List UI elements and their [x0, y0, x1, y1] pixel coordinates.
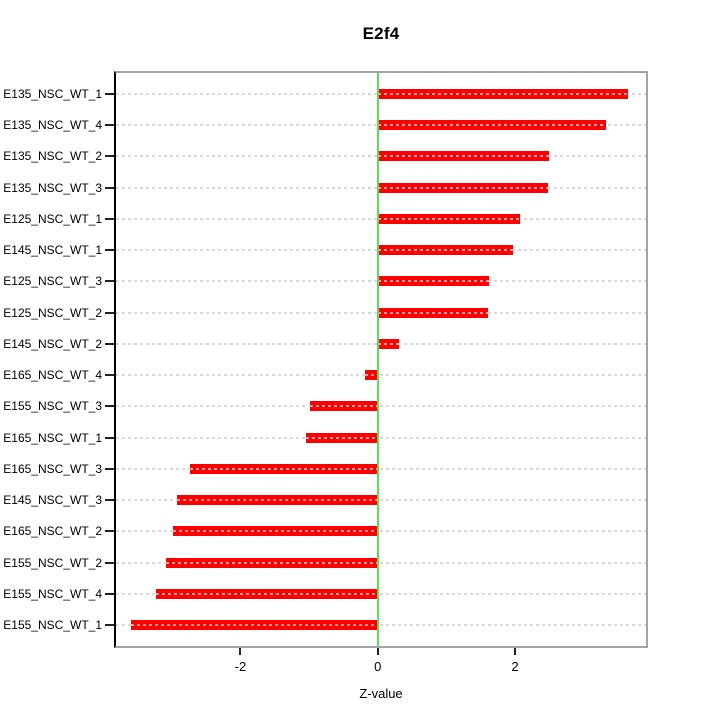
bar — [166, 557, 379, 568]
bar — [131, 620, 379, 631]
y-axis-tick — [105, 342, 114, 345]
bar — [377, 151, 550, 162]
y-axis-label: E165_NSC_WT_1 — [3, 430, 102, 445]
y-axis-label: E135_NSC_WT_3 — [3, 180, 102, 195]
bar — [155, 588, 378, 599]
bar — [377, 307, 488, 318]
x-axis-tick — [239, 648, 242, 655]
bar — [377, 120, 606, 131]
x-axis-title: Z-value — [359, 686, 403, 701]
y-axis-tick — [105, 374, 114, 377]
y-axis-label: E155_NSC_WT_2 — [3, 555, 102, 570]
gridline — [116, 467, 646, 470]
y-axis-label: E155_NSC_WT_4 — [3, 586, 102, 601]
y-axis-label: E145_NSC_WT_2 — [3, 336, 102, 351]
y-axis-label: E145_NSC_WT_1 — [3, 243, 102, 258]
y-axis-tick — [105, 311, 114, 314]
y-axis-tick — [105, 155, 114, 158]
y-axis-tick — [105, 249, 114, 252]
y-axis-tick — [105, 217, 114, 220]
bar — [173, 526, 378, 537]
y-axis-label: E135_NSC_WT_1 — [3, 87, 102, 101]
gridline — [116, 530, 646, 533]
bar — [177, 495, 379, 506]
gridline — [116, 499, 646, 502]
gridline — [116, 405, 646, 408]
y-axis-label: E155_NSC_WT_3 — [3, 399, 102, 414]
x-axis-tick-label: -2 — [234, 659, 247, 674]
y-axis-label: E135_NSC_WT_4 — [3, 118, 102, 133]
bar — [377, 89, 629, 99]
y-axis-tick — [105, 93, 114, 95]
bar — [377, 213, 520, 224]
y-axis-tick — [105, 124, 114, 127]
gridline — [116, 374, 646, 377]
y-axis-tick — [105, 592, 114, 595]
plot-area: Z-value E135_NSC_WT_1 E135_NSC_WT_4 E135_N… — [3, 71, 648, 701]
y-axis-tick — [105, 530, 114, 533]
y-axis-tick — [105, 436, 114, 439]
bar — [309, 401, 378, 412]
y-axis-tick — [105, 624, 114, 627]
chart-title: E2f4 — [362, 24, 400, 43]
bar — [377, 276, 490, 287]
gridline — [116, 561, 646, 564]
zero-line — [376, 73, 379, 646]
y-axis-tick — [105, 405, 114, 408]
x-axis-tick — [514, 648, 516, 655]
y-axis-label: E155_NSC_WT_1 — [3, 618, 102, 633]
y-axis-tick — [105, 561, 114, 564]
y-axis-tick — [105, 467, 114, 470]
y-axis-label: E165_NSC_WT_2 — [3, 524, 102, 539]
gridline — [116, 592, 646, 595]
y-axis-label: E125_NSC_WT_3 — [3, 274, 102, 289]
x-axis-tick-label: 0 — [374, 659, 382, 674]
bar — [305, 432, 378, 443]
y-axis-tick — [105, 186, 114, 189]
x-axis-tick-label: 2 — [511, 659, 519, 674]
y-axis-tick — [105, 499, 114, 502]
y-axis-label: E135_NSC_WT_2 — [3, 149, 102, 164]
y-axis-tick — [105, 280, 114, 283]
gridline — [116, 624, 646, 627]
bar — [377, 245, 514, 256]
y-axis-label: E125_NSC_WT_2 — [3, 305, 102, 320]
y-axis-label: E165_NSC_WT_4 — [3, 368, 102, 383]
bar — [377, 338, 400, 349]
y-axis-label: E125_NSC_WT_1 — [3, 211, 102, 226]
bar — [190, 463, 379, 474]
bar — [377, 182, 549, 193]
y-axis-label: E145_NSC_WT_3 — [3, 493, 102, 508]
bar — [364, 370, 378, 381]
gridline — [116, 436, 646, 439]
y-axis-label: E165_NSC_WT_3 — [3, 461, 102, 476]
x-axis-tick — [376, 648, 379, 655]
